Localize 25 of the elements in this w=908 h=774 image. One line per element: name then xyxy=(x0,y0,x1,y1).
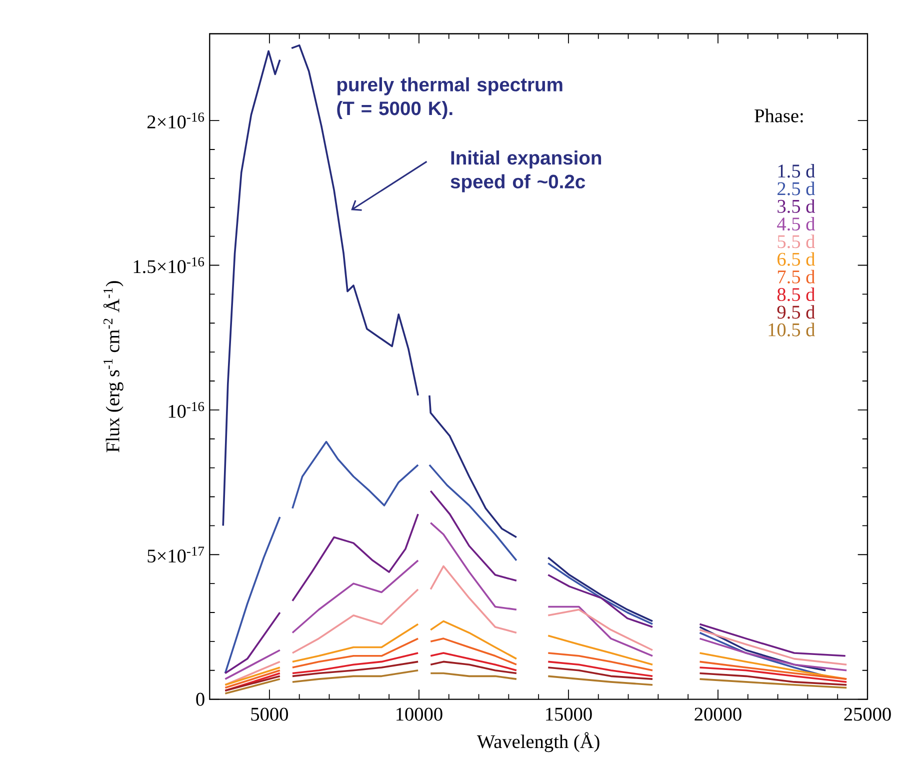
text: 6.5 d xyxy=(778,252,816,266)
x-axis-title: Wavelength (Å) xyxy=(476,732,600,752)
y-axis-title: Flux (erg s$^{-1}$ cm$^{-2}$ Å$^{-1}$) xyxy=(103,281,124,452)
text: 4.5 d xyxy=(777,217,816,231)
x-tick-label: 5000 xyxy=(251,708,288,721)
x-tick-label: 10000 xyxy=(396,708,442,721)
text: 1.5 d xyxy=(778,164,816,178)
text: 2.5 d xyxy=(778,182,816,196)
text: 10.5 d xyxy=(768,322,816,337)
y-tick-label: 0 xyxy=(196,693,204,706)
text: 5.5 d xyxy=(778,234,816,248)
legend-title: Phase: xyxy=(754,109,803,123)
text: 7.5 d xyxy=(778,270,816,284)
x-tick-label: 15000 xyxy=(546,708,592,721)
y-tick-label: 10$^{-16}$ xyxy=(168,402,204,418)
annotation: purely thermal spectrum (T = 5000 K). xyxy=(337,77,562,120)
x-tick-label: 20000 xyxy=(694,708,742,721)
y-tick-label: 1.5×10$^{-16}$ xyxy=(134,257,204,274)
y-tick-label: 2×10$^{-16}$ xyxy=(147,112,204,129)
text: 9.5 d xyxy=(777,305,816,319)
y-tick-label: 5×10$^{-17}$ xyxy=(148,546,204,563)
text: 3.5 d xyxy=(778,200,816,214)
text: 8.5 d xyxy=(777,288,816,302)
x-tick-label: 25000 xyxy=(844,708,891,721)
annotation: Initial expansion speed of ~0.2c xyxy=(450,150,602,192)
